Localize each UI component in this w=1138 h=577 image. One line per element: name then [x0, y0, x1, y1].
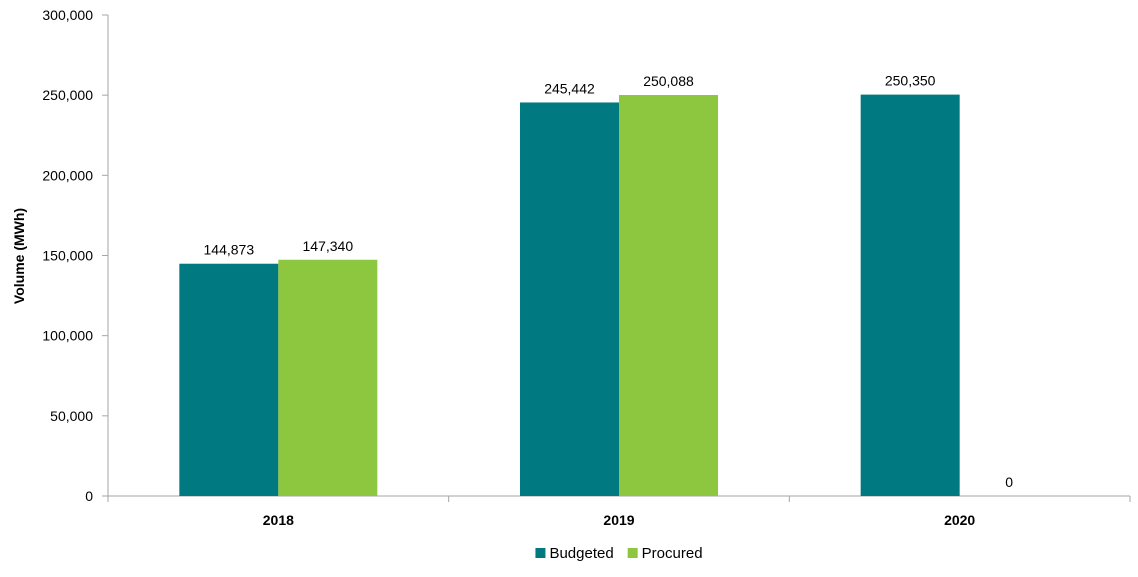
legend-swatch: [627, 548, 638, 558]
y-tick-label: 100,000: [42, 328, 93, 344]
bar-budgeted-2018: [179, 263, 279, 496]
x-tick-label: 2018: [263, 512, 294, 528]
data-label: 245,442: [544, 80, 595, 96]
legend-label: Budgeted: [549, 545, 613, 562]
axes: 0 50,000 100,000 150,000 200,000 250,000 300,0…: [42, 7, 1131, 528]
x-tick-label: 2019: [603, 512, 634, 528]
data-label: 250,088: [643, 73, 694, 89]
legend-swatch: [535, 548, 546, 558]
bars: 144,873 147,340 245,442 250,088 250,350 0: [179, 73, 1013, 496]
data-label: 0: [1005, 474, 1013, 490]
bar-procured-2018: [278, 259, 378, 496]
y-tick-label: 200,000: [42, 167, 93, 183]
legend-label: Procured: [642, 545, 703, 562]
y-tick-label: 150,000: [42, 248, 93, 264]
legend-item-budgeted: Budgeted: [535, 545, 614, 562]
bar-budgeted-2020: [860, 94, 960, 496]
legend-item-procured: Procured: [627, 545, 703, 562]
legend: Budgeted Procured: [535, 545, 703, 562]
y-tick-label: 0: [85, 488, 93, 504]
bar-budgeted-2019: [520, 102, 619, 496]
y-axis-title: Volume (MWh): [11, 208, 27, 304]
y-tick-label: 300,000: [42, 7, 93, 23]
y-tick-label: 250,000: [42, 87, 93, 103]
data-label: 144,873: [204, 242, 255, 258]
data-label: 147,340: [303, 238, 354, 254]
x-tick-label: 2020: [944, 512, 975, 528]
data-label: 250,350: [885, 73, 936, 89]
bar-procured-2019: [619, 95, 718, 496]
y-tick-label: 50,000: [50, 408, 93, 424]
